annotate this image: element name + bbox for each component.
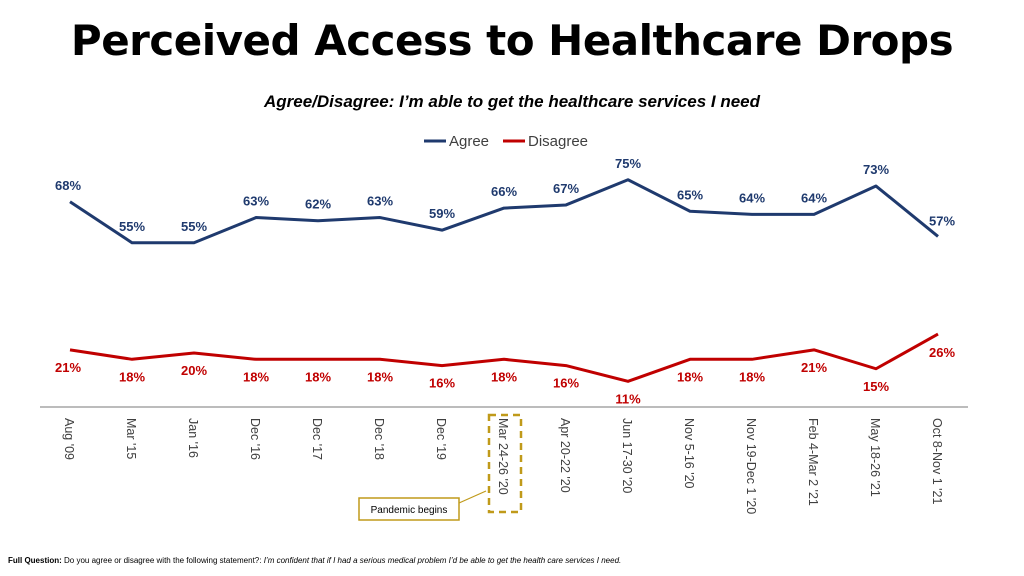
data-label: 64%: [801, 190, 827, 205]
series-line-agree: [69, 178, 939, 245]
data-label: 67%: [553, 181, 579, 196]
x-tick-label: Dec '18: [372, 418, 386, 460]
footnote-question: Do you agree or disagree with the follow…: [64, 556, 262, 565]
data-label: 55%: [181, 219, 207, 234]
data-label: 75%: [615, 156, 641, 171]
data-label: 68%: [55, 178, 81, 193]
footnote-label: Full Question:: [8, 556, 62, 565]
data-label: 66%: [491, 184, 517, 199]
data-label: 18%: [677, 369, 703, 384]
x-tick-label: Apr 20-22 '20: [558, 418, 572, 493]
data-label: 63%: [367, 194, 393, 209]
x-tick-label: Mar '15: [124, 418, 138, 459]
x-tick-label: Nov 5-16 '20: [682, 418, 696, 489]
data-label: 65%: [677, 187, 703, 202]
x-tick-label: Aug '09: [62, 418, 76, 460]
data-label: 18%: [367, 369, 393, 384]
line-chart: Agree Disagree 68% 55% 55% 63% 62% 63% 59% 66% 67%…: [40, 133, 968, 521]
data-label: 18%: [491, 369, 517, 384]
annotation-leader-line: [458, 490, 487, 504]
data-label: 26%: [929, 345, 955, 360]
footnote: Full Question: Do you agree or disagree …: [8, 556, 621, 565]
data-label: 62%: [305, 197, 331, 212]
x-tick-label: Dec '16: [248, 418, 262, 460]
data-label: 18%: [243, 369, 269, 384]
data-label: 15%: [863, 379, 889, 394]
chart-title: Perceived Access to Healthcare Drops: [70, 16, 954, 65]
data-label: 63%: [243, 194, 269, 209]
x-tick-label: Nov 19-Dec 1 '20: [744, 418, 758, 514]
data-label: 64%: [739, 190, 765, 205]
data-label: 21%: [801, 360, 827, 375]
x-tick-label: Feb 4-Mar 2 '21: [806, 418, 820, 506]
data-label: 18%: [739, 369, 765, 384]
x-tick-label: Jun 17-30 '20: [620, 418, 634, 493]
data-label: 55%: [119, 219, 145, 234]
x-tick-label: Dec '17: [310, 418, 324, 460]
data-label: 18%: [305, 369, 331, 384]
x-tick-label: Dec '19: [434, 418, 448, 460]
pandemic-highlight-box: [487, 413, 523, 514]
annotation-box: [358, 497, 460, 521]
annotation-text: Pandemic begins: [371, 505, 448, 516]
data-label: 16%: [553, 376, 579, 391]
data-label: 11%: [615, 391, 641, 406]
data-label: 73%: [863, 162, 889, 177]
data-label: 16%: [429, 376, 455, 391]
x-tick-label: May 18-26 '21: [868, 418, 882, 497]
x-tick-label: Jan '16: [186, 418, 200, 458]
x-tick-label: Oct 8-Nov 1 '21: [930, 418, 944, 504]
legend-label-disagree: Disagree: [528, 133, 588, 150]
chart-subtitle: Agree/Disagree: I’m able to get the heal…: [263, 92, 761, 111]
data-label: 59%: [429, 206, 455, 221]
footnote-statement: I’m confident that if I had a serious me…: [263, 556, 622, 565]
data-label: 20%: [181, 363, 207, 378]
data-label: 21%: [55, 360, 81, 375]
legend-label-agree: Agree: [449, 133, 489, 150]
series-line-disagree: [69, 332, 939, 383]
x-tick-label: Mar 24-26 '20: [496, 418, 510, 495]
data-label: 57%: [929, 213, 955, 228]
data-label: 18%: [119, 369, 145, 384]
